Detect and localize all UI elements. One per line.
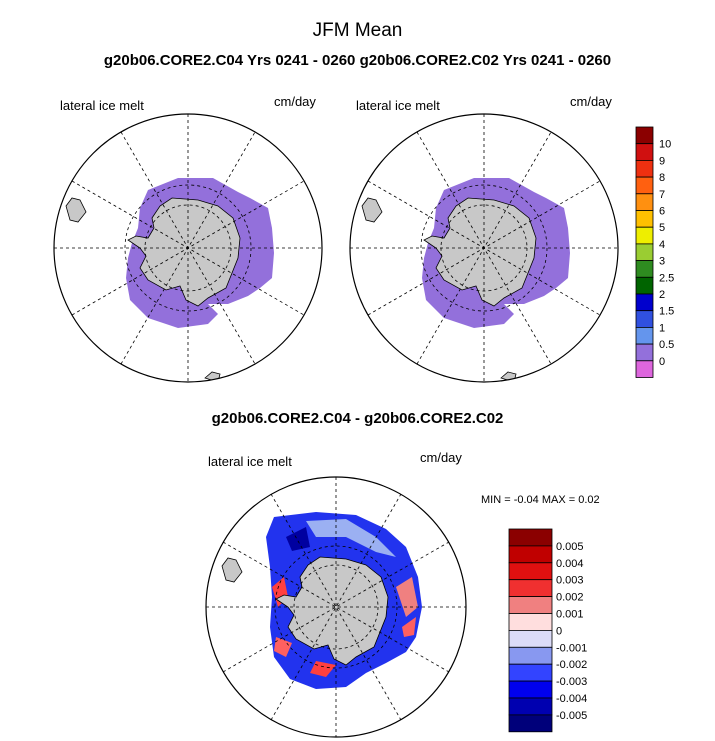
map-panel-3 [205, 476, 467, 738]
colorbar-difference-swatch [508, 697, 553, 716]
colorbar-absolute-swatch [635, 176, 654, 195]
colorbar-absolute-swatch [635, 159, 654, 178]
colorbar-difference-swatch [508, 630, 553, 648]
map-panel-2 [349, 113, 619, 383]
colorbar-difference-swatch [508, 545, 553, 564]
colorbar-difference-tick-label: 0.005 [556, 541, 584, 553]
map-panel-1 [53, 113, 323, 383]
sea-ice-region-2 [422, 178, 570, 328]
panel1-units-label: cm/day [274, 94, 316, 109]
stats-line: MIN = -0.04 MAX = 0.02 [481, 494, 600, 506]
panel3-variable-label: lateral ice melt [208, 454, 292, 469]
colorbar-difference-tick-label: -0.005 [556, 710, 587, 722]
colorbar-absolute-swatch [635, 243, 654, 261]
colorbar-difference-tick-label: -0.002 [556, 659, 587, 671]
colorbar-absolute-tick-label: 6 [659, 206, 665, 218]
colorbar-absolute-tick-label: 1.5 [659, 306, 674, 318]
colorbar-difference-tick-label: -0.004 [556, 693, 587, 705]
colorbar-absolute-swatch [635, 310, 654, 328]
colorbar-difference-swatch [508, 680, 553, 699]
colorbar-difference-tick-label: 0.003 [556, 575, 584, 587]
colorbar-absolute-swatch [635, 343, 654, 362]
figure-subtitle: g20b06.CORE2.C04 Yrs 0241 - 0260 g20b06.… [103, 52, 612, 69]
colorbar-difference-tick-label: -0.001 [556, 642, 587, 654]
panel2-units-label: cm/day [570, 94, 612, 109]
colorbar-absolute: 10 9 8 7 6 5 4 3 2.5 2 1.5 1 0.5 0 [635, 126, 674, 378]
colorbar-absolute-swatch [635, 276, 654, 295]
colorbar-absolute-tick-label: 1 [659, 322, 665, 334]
colorbar-difference-tick-label: 0 [556, 625, 562, 637]
colorbar-absolute-tick-label: 0 [659, 356, 665, 368]
colorbar-absolute-swatch [635, 210, 654, 228]
colorbar-absolute-tick-label: 3 [659, 256, 665, 268]
colorbar-absolute-tick-label: 2 [659, 289, 665, 301]
colorbar-absolute-swatch [635, 260, 654, 278]
colorbar-absolute-tick-label: 5 [659, 222, 665, 234]
panel3-units-label: cm/day [420, 450, 462, 465]
colorbar-difference-swatch [508, 562, 553, 581]
colorbar-absolute-tick-label: 4 [659, 239, 665, 251]
figure-title: JFM Mean [312, 20, 403, 41]
difference-title: g20b06.CORE2.C04 - g20b06.CORE2.C02 [211, 410, 504, 427]
panel1-variable-label: lateral ice melt [60, 98, 144, 113]
colorbar-difference-tick-label: 0.004 [556, 558, 584, 570]
colorbar-difference-swatch [508, 714, 553, 733]
colorbar-absolute-tick-label: 10 [659, 139, 671, 151]
colorbar-absolute-swatch [635, 326, 654, 345]
colorbar-difference-swatch [508, 613, 553, 631]
colorbar-difference-swatch [508, 663, 553, 682]
colorbar-absolute-swatch [635, 143, 654, 161]
colorbar-difference-tick-label: 0.001 [556, 609, 584, 621]
panel2-variable-label: lateral ice melt [356, 98, 440, 113]
colorbar-absolute-swatch [635, 193, 654, 211]
min-value: -0.04 [513, 494, 539, 506]
colorbar-absolute-tick-label: 7 [659, 189, 665, 201]
colorbar-absolute-tick-label: 9 [659, 155, 665, 167]
colorbar-difference-swatch [508, 579, 553, 598]
colorbar-difference-swatch [508, 646, 553, 665]
colorbar-difference-tick-label: -0.003 [556, 676, 587, 688]
colorbar-absolute-swatch [635, 360, 654, 378]
colorbar-absolute-swatch [635, 226, 654, 245]
difference-field [266, 512, 422, 689]
colorbar-difference-tick-label: 0.002 [556, 592, 584, 604]
max-value: 0.02 [578, 494, 600, 506]
colorbar-difference-swatch [508, 596, 553, 614]
colorbar-difference-swatch [508, 528, 553, 547]
colorbar-absolute-swatch [635, 126, 654, 145]
colorbar-absolute-tick-label: 8 [659, 172, 665, 184]
min-label: MIN = [481, 494, 511, 506]
colorbar-difference: 0.005 0.004 0.003 0.002 0.001 0 -0.001 -0.002 -0… [508, 528, 587, 733]
max-label: MAX = [541, 494, 576, 506]
colorbar-absolute-swatch [635, 293, 654, 312]
sea-ice-region-1 [126, 178, 274, 328]
colorbar-absolute-tick-label: 2.5 [659, 272, 674, 284]
colorbar-absolute-tick-label: 0.5 [659, 339, 674, 351]
